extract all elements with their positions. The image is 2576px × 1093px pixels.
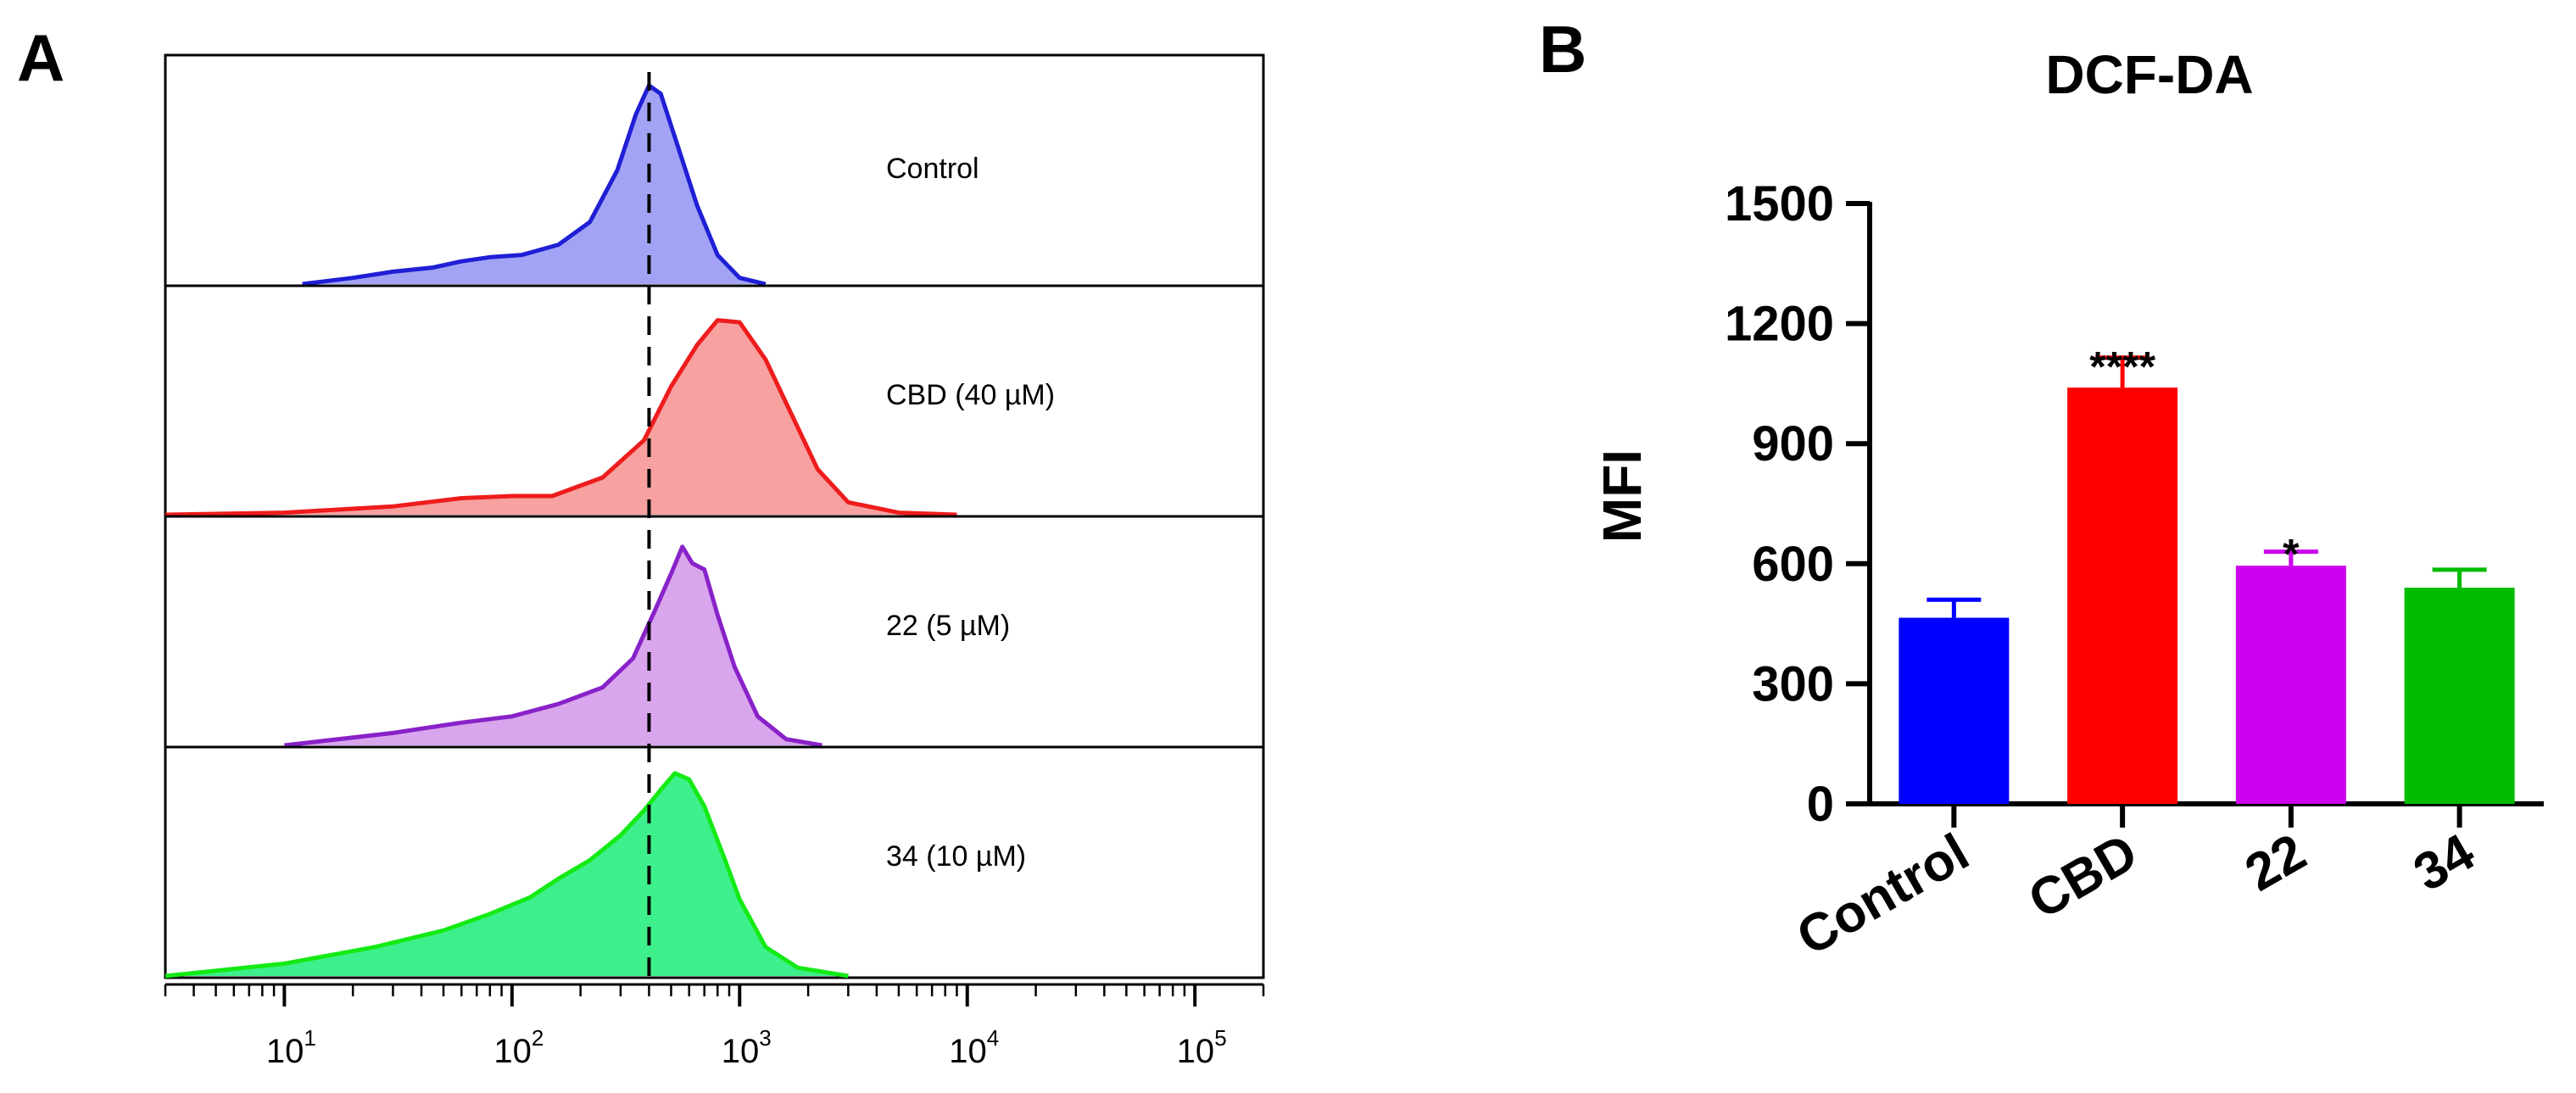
x-category-label: 22 [2236,823,2316,902]
panel-a-letter: A [17,20,64,95]
tick-label: 104 [949,1025,999,1070]
bar-cbd [2067,388,2178,804]
histogram-fill [165,772,849,976]
histogram-curve [302,83,767,287]
sample-label: 22 (5 µM) [886,610,1010,642]
tick-label: 102 [493,1025,544,1070]
y-axis-title: MFI [1592,449,1653,543]
histogram-curve [284,544,822,748]
y-tick-label: 600 [1752,537,1834,592]
chart-title: DCF-DA [2045,44,2253,105]
x-category-label: CBD [2019,823,2147,930]
bar-34 [2404,588,2515,804]
histogram-fill [302,85,766,284]
histogram-row: 22 (5 µM) [164,515,1265,749]
y-tick-label: 1200 [1725,297,1834,352]
y-tick-label: 900 [1752,416,1834,471]
bar-chart: 0 300 600 900 1200 1500 Control **** CBD * 22 34 [1725,176,2544,967]
bar-control [1899,617,2010,804]
histogram-stack: Control CBD (40 µM) 22 (5 µM) 34 (10 µM) 10… [164,53,1265,1070]
histogram-curve [164,771,849,979]
significance-label: * [2283,531,2300,578]
sample-label: CBD (40 µM) [886,379,1055,411]
histogram-fill [165,320,957,515]
histogram-rows: Control CBD (40 µM) 22 (5 µM) 34 (10 µM) [164,53,1265,979]
y-tick-label: 300 [1752,656,1834,711]
tick-label: 103 [722,1025,772,1070]
significance-label: **** [2089,343,2155,391]
y-tick-label: 0 [1807,777,1834,832]
histogram-fill [284,546,822,745]
sample-label: Control [886,153,979,185]
histogram-curve [164,318,957,517]
histogram-row: 34 (10 µM) [164,745,1265,979]
histogram-row: CBD (40 µM) [164,284,1265,518]
log-x-axis: 101 102 103 104 105 [164,983,1265,1070]
histogram-frame [164,745,1265,979]
panel-b-letter: B [1539,12,1586,86]
y-tick-label: 1500 [1725,176,1834,231]
bar-22 [2235,566,2346,804]
tick-label: 101 [266,1025,316,1070]
sample-label: 34 (10 µM) [886,840,1026,873]
tick-label: 105 [1177,1025,1227,1070]
x-category-label: Control [1787,823,1978,967]
histogram-row: Control [164,53,1265,287]
x-category-label: 34 [2404,823,2484,902]
